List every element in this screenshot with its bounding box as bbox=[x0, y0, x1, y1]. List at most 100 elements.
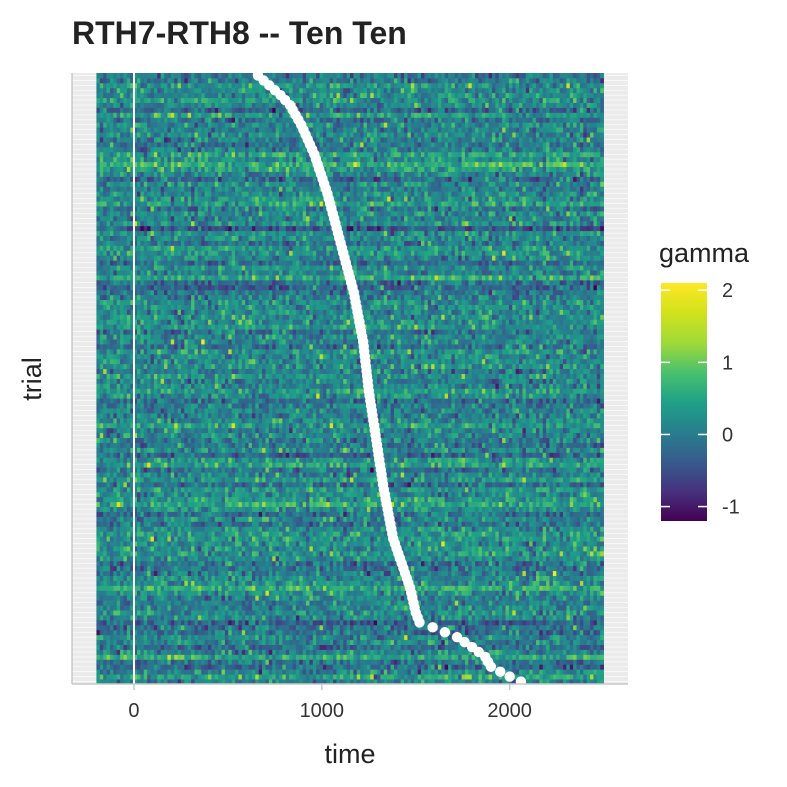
heatmap-cell bbox=[207, 644, 212, 650]
heatmap-cell bbox=[515, 619, 520, 626]
heatmap-cell bbox=[498, 590, 503, 596]
heatmap-cell bbox=[350, 550, 354, 557]
heatmap-cell bbox=[262, 639, 266, 645]
heatmap-cell bbox=[184, 605, 189, 611]
heatmap-cell bbox=[373, 605, 378, 611]
heatmap-cell bbox=[143, 634, 148, 641]
heatmap-cell bbox=[116, 575, 121, 581]
heatmap-cell bbox=[539, 634, 544, 641]
heatmap-cell bbox=[519, 624, 523, 631]
heatmap-cell bbox=[265, 615, 270, 621]
heatmap-cell bbox=[546, 674, 550, 680]
heatmap-cell bbox=[285, 590, 290, 596]
heatmap-cell bbox=[579, 590, 584, 596]
heatmap-cell bbox=[275, 634, 280, 641]
heatmap-cell bbox=[120, 674, 124, 680]
heatmap-cell bbox=[272, 585, 277, 591]
heatmap-cell bbox=[306, 585, 310, 591]
heatmap-cell bbox=[478, 595, 483, 601]
heatmap-cell bbox=[309, 624, 314, 631]
heatmap-cell bbox=[268, 629, 273, 636]
heatmap-cell bbox=[150, 674, 155, 680]
heatmap-cell bbox=[167, 629, 172, 636]
heatmap-cell bbox=[350, 595, 354, 601]
heatmap-cell bbox=[546, 669, 550, 675]
heatmap-cell bbox=[380, 595, 385, 601]
heatmap-cell bbox=[258, 550, 263, 557]
heatmap-cell bbox=[498, 531, 503, 537]
heatmap-cell bbox=[180, 521, 185, 527]
heatmap-cell bbox=[241, 575, 246, 581]
heatmap-cell bbox=[498, 526, 503, 532]
heatmap-cell bbox=[505, 590, 510, 596]
heatmap-cell bbox=[383, 639, 388, 645]
heatmap-cell bbox=[126, 649, 131, 655]
heatmap-cell bbox=[109, 664, 114, 670]
heatmap-cell bbox=[96, 550, 101, 557]
heatmap-cell bbox=[299, 674, 304, 680]
heatmap-cell bbox=[549, 659, 554, 665]
heatmap-cell bbox=[312, 550, 317, 557]
heatmap-cell bbox=[306, 580, 310, 586]
heatmap-cell bbox=[272, 565, 277, 572]
heatmap-cell bbox=[241, 619, 246, 626]
heatmap-cell bbox=[312, 619, 317, 626]
heatmap-cell bbox=[468, 546, 473, 552]
heatmap-cell bbox=[184, 550, 189, 557]
heatmap-cell bbox=[238, 570, 243, 576]
heatmap-cell bbox=[255, 649, 260, 655]
heatmap-cell bbox=[559, 580, 564, 586]
heatmap-cell bbox=[556, 590, 561, 596]
heatmap-cell bbox=[160, 541, 165, 547]
heatmap-cell bbox=[218, 634, 222, 641]
heatmap-cell bbox=[569, 605, 574, 611]
heatmap-cell bbox=[231, 605, 236, 611]
heatmap-cell bbox=[204, 669, 209, 675]
heatmap-cell bbox=[508, 659, 513, 665]
heatmap-cell bbox=[353, 610, 358, 616]
heatmap-cell bbox=[316, 570, 320, 576]
heatmap-cell bbox=[377, 590, 381, 596]
heatmap-cell bbox=[495, 629, 500, 636]
heatmap-cell bbox=[306, 615, 310, 621]
heatmap-cell bbox=[184, 639, 189, 645]
heatmap-cell bbox=[191, 634, 195, 641]
heatmap-cell bbox=[387, 634, 391, 641]
heatmap-cell bbox=[353, 526, 358, 532]
heatmap-cell bbox=[167, 550, 172, 557]
heatmap-cell bbox=[204, 590, 209, 596]
heatmap-cell bbox=[329, 565, 334, 572]
heatmap-cell bbox=[532, 619, 537, 626]
heatmap-cell bbox=[262, 521, 266, 527]
heatmap-cell bbox=[272, 536, 277, 542]
heatmap-cell bbox=[319, 629, 324, 636]
heatmap-cell bbox=[444, 555, 449, 562]
heatmap-cell bbox=[96, 560, 101, 567]
heatmap-cell bbox=[191, 639, 195, 645]
heatmap-cell bbox=[309, 521, 314, 527]
heatmap-cell bbox=[214, 585, 219, 591]
heatmap-cell bbox=[336, 536, 341, 542]
heatmap-cell bbox=[218, 659, 222, 665]
heatmap-cell bbox=[302, 649, 307, 655]
heatmap-cell bbox=[218, 595, 222, 601]
heatmap-cell bbox=[360, 600, 364, 606]
heatmap-cell bbox=[224, 605, 229, 611]
heatmap-cell bbox=[289, 546, 293, 552]
heatmap-cell bbox=[343, 654, 348, 660]
heatmap-cell bbox=[468, 615, 473, 621]
heatmap-cell bbox=[150, 600, 155, 606]
heatmap-cell bbox=[475, 659, 479, 665]
heatmap-cell bbox=[285, 580, 290, 586]
heatmap-cell bbox=[309, 590, 314, 596]
heatmap-cell bbox=[407, 624, 412, 631]
heatmap-cell bbox=[194, 580, 199, 586]
heatmap-cell bbox=[539, 605, 544, 611]
heatmap-cell bbox=[380, 565, 385, 572]
heatmap-cell bbox=[184, 560, 189, 567]
heatmap-cell bbox=[285, 674, 290, 680]
heatmap-cell bbox=[302, 560, 307, 567]
heatmap-cell bbox=[279, 644, 283, 650]
heatmap-cell bbox=[289, 570, 293, 576]
heatmap-cell bbox=[150, 531, 155, 537]
